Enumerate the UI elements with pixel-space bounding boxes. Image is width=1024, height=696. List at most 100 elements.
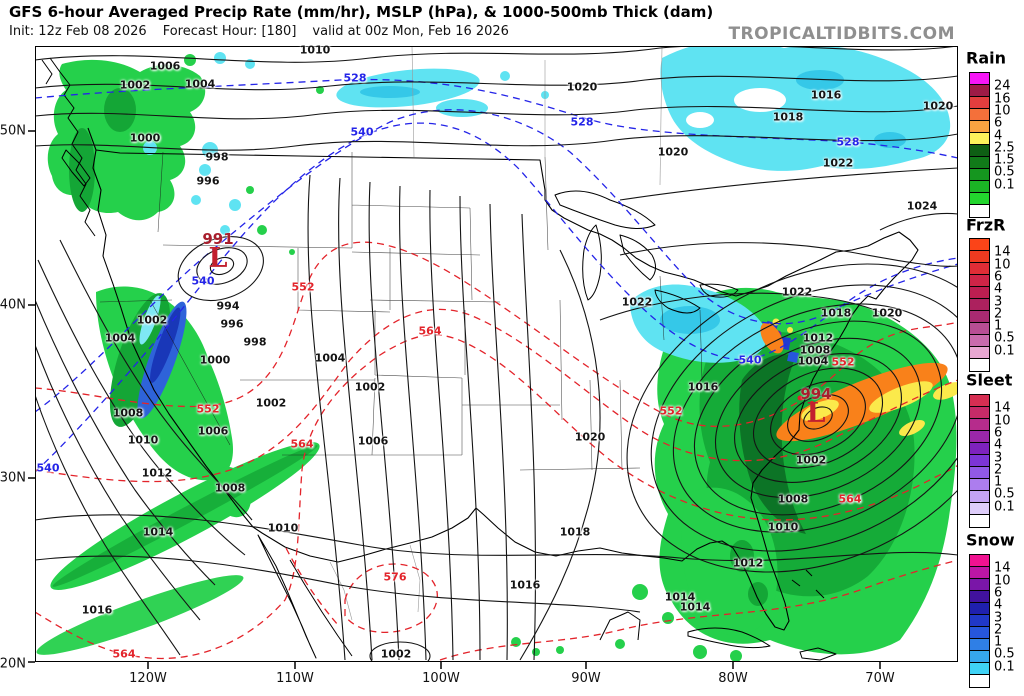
- legend-value-label: 2: [994, 462, 1003, 478]
- legend-value-label: 2: [994, 306, 1003, 322]
- low-pressure-value: 994: [800, 385, 832, 403]
- mslp-contour-label: 1002: [380, 647, 412, 661]
- legend-swatch: [970, 287, 989, 299]
- mslp-contour-label: 1006: [197, 424, 229, 438]
- legend-value-label: 0.5: [994, 330, 1015, 346]
- mslp-contour-label: 1022: [822, 156, 854, 170]
- legend-swatch: [970, 239, 989, 251]
- legend-value-label: 14: [994, 400, 1011, 416]
- run-info: Init: 12z Feb 08 2026 Forecast Hour: [18…: [9, 24, 509, 39]
- legend-value-label: 4: [994, 437, 1003, 453]
- legend-value-label: 16: [994, 91, 1011, 107]
- mslp-contour-label: 1018: [820, 306, 852, 320]
- cold-contour-label: 528: [836, 135, 860, 149]
- legend-swatch: [970, 579, 989, 591]
- mslp-contour-label: 1014: [664, 590, 696, 604]
- mslp-contour-label: 1022: [781, 285, 813, 299]
- legend-swatch: [970, 419, 989, 431]
- legend-value-label: 1: [994, 474, 1003, 490]
- legend-swatch: [970, 311, 989, 323]
- low-pressure-marker: 994 L: [800, 385, 832, 428]
- legend-value-label: 0.5: [994, 486, 1015, 502]
- legend-swatch: [970, 503, 989, 515]
- legend-value-label: 4: [994, 597, 1003, 613]
- mslp-contour-label: 1024: [906, 199, 938, 213]
- mslp-contour-label: 1020: [574, 430, 606, 444]
- valid-time: valid at 00z Mon, Feb 16 2026: [312, 24, 509, 39]
- legend-value-label: 14: [994, 560, 1011, 576]
- legend-swatch: [970, 157, 989, 169]
- legend-title-frzr: FrzR: [966, 215, 1006, 235]
- legend-title-rain: Rain: [966, 48, 1006, 68]
- legend-value-label: 0.5: [994, 164, 1015, 180]
- mslp-contour-label: 1010: [299, 43, 331, 57]
- mslp-contour-label: 1018: [559, 525, 591, 539]
- legend-colorbar-rain: [969, 72, 990, 218]
- latitude-label: 30N: [0, 470, 26, 486]
- legend-value-label: 10: [994, 103, 1011, 119]
- legend-swatch: [970, 335, 989, 347]
- coastline-layer: [41, 57, 919, 661]
- legend-value-label: 0.1: [994, 177, 1015, 193]
- legend-swatch: [970, 299, 989, 311]
- mslp-contour-label: 1002: [354, 380, 386, 394]
- legend-swatch: [970, 675, 989, 687]
- mslp-contour-label: 1010: [767, 520, 799, 534]
- mslp-contour-label: 996: [196, 174, 220, 188]
- mslp-contour-label: 1006: [149, 59, 181, 73]
- legend-value-label: 2: [994, 622, 1003, 638]
- mslp-contour-label: 1008: [112, 406, 144, 420]
- mslp-contour-label: 1006: [357, 434, 389, 448]
- legend-value-label: 6: [994, 269, 1003, 285]
- mslp-contour-label: 1008: [777, 492, 809, 506]
- low-symbol: L: [208, 243, 228, 274]
- legend-title-sleet: Sleet: [966, 370, 1013, 390]
- thickness-warm-contours: [35, 241, 958, 661]
- legend-value-label: 10: [994, 573, 1011, 589]
- mslp-contour-label: 1010: [267, 521, 299, 535]
- warm-contour-label: 564: [418, 324, 442, 338]
- warm-contour-label: 552: [659, 404, 683, 418]
- mslp-contour-label: 1004: [314, 351, 346, 365]
- legend-swatch: [970, 663, 989, 675]
- mslp-contour-label: 1018: [772, 110, 804, 124]
- legend-value-label: 10: [994, 413, 1011, 429]
- legend-value-label: 6: [994, 115, 1003, 131]
- legend-swatch: [970, 359, 989, 371]
- legend-colorbar-frzr: [969, 238, 990, 372]
- longitude-label: 80W: [718, 671, 748, 686]
- legend-swatch: [970, 639, 989, 651]
- mslp-contour-label: 996: [220, 317, 244, 331]
- legend-value-label: 0.1: [994, 343, 1015, 359]
- legend-swatch: [970, 515, 989, 527]
- legend-value-label: 4: [994, 128, 1003, 143]
- mslp-contour-label: 1014: [679, 600, 711, 614]
- warm-contour-label: 552: [831, 355, 855, 369]
- mslp-contour-label: 1012: [732, 556, 764, 570]
- legend-value-label: 3: [994, 450, 1003, 465]
- mslp-contour-label: 1016: [810, 88, 842, 102]
- legend-title-snow: Snow: [966, 530, 1015, 550]
- mslp-contour-label: 1002: [136, 313, 168, 327]
- mslp-contour-label: 1014: [142, 525, 174, 539]
- legend-swatch: [970, 567, 989, 579]
- legend-value-label: 2.5: [994, 140, 1015, 156]
- legend-swatch: [970, 133, 989, 145]
- cold-contour-label: 540: [350, 125, 374, 139]
- legend-value-label: 24: [994, 78, 1011, 94]
- legend-value-label: 1.5: [994, 152, 1015, 168]
- mslp-contour-label: 1016: [81, 603, 113, 617]
- cold-contour-label: 540: [36, 461, 60, 475]
- mslp-contour-label: 1012: [802, 331, 834, 345]
- longitude-label: 120W: [129, 671, 167, 686]
- cold-contour-label: 540: [191, 274, 215, 288]
- legend-swatch: [970, 275, 989, 287]
- legend-swatch: [970, 431, 989, 443]
- legend-value-label: 4: [994, 281, 1003, 297]
- mslp-contour-label: 998: [243, 335, 267, 349]
- mslp-contour-label: 1020: [566, 80, 598, 94]
- latitude-label: 50N: [0, 123, 26, 139]
- legend-swatch: [970, 455, 989, 467]
- low-pressure-value: 991: [202, 230, 234, 248]
- legend-swatch: [970, 263, 989, 275]
